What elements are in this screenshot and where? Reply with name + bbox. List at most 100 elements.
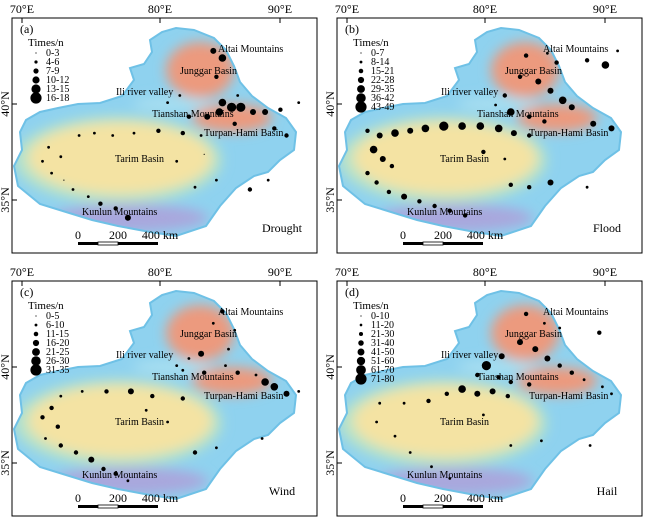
station-point [126,479,130,483]
station-point [458,122,466,130]
station-point [55,424,60,429]
station-point [481,361,491,371]
scale-segment-white [97,241,119,246]
station-point [236,94,240,97]
station-point [80,390,84,393]
station-point [214,74,219,80]
station-point [601,61,610,69]
map-frame [11,17,318,254]
station-point [224,364,227,367]
lat-tick-label: 40°N [0,354,12,380]
tarim-basin-area [353,385,537,457]
legend-title: Times/n [353,300,389,312]
lon-tick-label: 70°E [10,265,34,279]
legend-item-label: 41-50 [371,347,394,358]
tarim-basin-area [28,122,212,194]
legend-item-label: 0-3 [46,48,59,59]
station-point [547,87,554,94]
legend-symbol [31,356,41,366]
station-point [432,203,437,209]
place-label: Junggar Basin [505,66,562,77]
station-point [210,47,217,54]
legend-item-label: 16-20 [46,338,69,349]
tianshan-mountains-area [132,97,212,111]
station-point [458,385,466,393]
station-point [540,439,543,443]
legend-item-label: 31-40 [371,338,394,349]
station-point [132,131,136,135]
land-outline [337,26,623,238]
legend-item-label: 6-10 [46,320,64,331]
legend-symbol [32,76,40,84]
legend-symbol [356,93,366,103]
scale-end-label: 400 km [142,228,179,242]
station-point [101,466,106,472]
scale-zero-label: 0 [75,491,81,505]
place-label: Kunlun Mountains [407,470,482,481]
place-label: Junggar Basin [505,329,562,340]
hazard-label: Hail [597,484,618,498]
legend-symbol [359,60,363,64]
station-point [47,145,50,149]
station-point [254,373,258,377]
place-label: Altai Mountains [218,307,283,318]
station-point [507,108,515,116]
station-point [444,391,449,396]
station-point [510,130,517,137]
station-point [439,121,449,131]
station-point [211,321,215,325]
station-point [58,443,63,448]
lat-tick-label: 35°N [0,187,12,213]
station-point [474,390,481,397]
legend-symbol [33,68,39,74]
lon-tick-label: 90°E [268,265,292,279]
station-point [517,339,523,346]
legend-symbol [359,323,363,327]
map-panel-a: 70°E 80°E 90°E 40°N 35°N (a) Times/n 0-3 4-6 7-9 1… [0,0,325,263]
station-point [202,370,207,375]
station-point [180,130,185,136]
legend-symbol [358,68,364,74]
station-point [218,54,227,62]
station-point [71,188,75,191]
lon-tick-label: 90°E [593,265,617,279]
scale-zero-label: 0 [400,491,406,505]
legend-item-label: 13-15 [46,84,69,95]
station-point [180,396,185,401]
tianshan-mountains-area [457,360,537,374]
legend-symbol [34,60,38,64]
legend-item-label: 22-28 [371,75,394,86]
scale-segment-black [78,505,98,508]
station-point [462,213,468,218]
station-point [166,420,170,424]
station-point [476,122,485,130]
station-point [542,119,547,124]
station-point [494,103,497,107]
scale-segment-black [118,505,158,508]
station-point [496,375,501,380]
station-point [204,113,211,120]
station-point [272,126,277,131]
station-point [150,393,155,399]
legend-symbol [34,323,38,327]
hazard-label: Flood [593,221,621,235]
station-point [192,450,198,455]
junggar-basin-area [491,305,559,361]
lat-tick-label: 35°N [0,450,12,476]
lon-tick-label: 70°E [335,265,359,279]
station-point [481,149,486,155]
station-point [378,401,382,405]
legend-item-label: 21-30 [371,329,394,340]
station-point [407,127,414,134]
station-point [88,456,95,463]
station-point [590,120,597,127]
station-point [262,109,269,115]
legend-symbol [358,340,364,346]
station-point [448,477,452,480]
station-point [558,96,567,105]
station-point [494,124,503,133]
station-point [175,364,179,367]
station-point [569,370,574,375]
station-point [417,199,422,204]
legend-symbol [355,373,367,385]
